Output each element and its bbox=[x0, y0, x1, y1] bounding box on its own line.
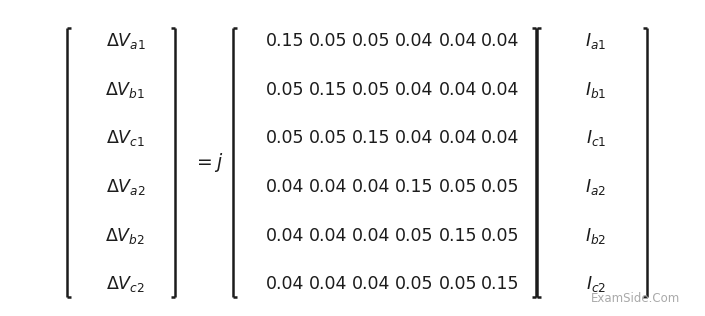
Text: 0.04: 0.04 bbox=[439, 130, 477, 147]
Text: $\Delta V_{c2}$: $\Delta V_{c2}$ bbox=[106, 274, 145, 295]
Text: 0.05: 0.05 bbox=[266, 81, 305, 99]
Text: 0.15: 0.15 bbox=[439, 227, 477, 245]
Text: 0.05: 0.05 bbox=[352, 32, 391, 50]
Text: $I_{b2}$: $I_{b2}$ bbox=[585, 226, 606, 246]
Text: 0.04: 0.04 bbox=[309, 227, 347, 245]
Text: $= j$: $= j$ bbox=[193, 151, 223, 174]
Text: $I_{a1}$: $I_{a1}$ bbox=[585, 31, 606, 51]
Text: 0.04: 0.04 bbox=[266, 276, 305, 293]
Text: 0.05: 0.05 bbox=[352, 81, 391, 99]
Text: 0.15: 0.15 bbox=[266, 32, 305, 50]
Text: $I_{b1}$: $I_{b1}$ bbox=[585, 80, 606, 100]
Text: $I_{a2}$: $I_{a2}$ bbox=[585, 177, 606, 197]
Text: 0.15: 0.15 bbox=[396, 178, 434, 196]
Text: 0.05: 0.05 bbox=[309, 32, 347, 50]
Text: $\Delta V_{b2}$: $\Delta V_{b2}$ bbox=[106, 226, 145, 246]
Text: 0.04: 0.04 bbox=[482, 130, 520, 147]
Text: 0.05: 0.05 bbox=[309, 130, 347, 147]
Text: 0.05: 0.05 bbox=[396, 276, 434, 293]
Text: 0.04: 0.04 bbox=[396, 32, 434, 50]
Text: 0.04: 0.04 bbox=[266, 178, 305, 196]
Text: 0.15: 0.15 bbox=[309, 81, 347, 99]
Text: 0.04: 0.04 bbox=[309, 276, 347, 293]
Text: 0.04: 0.04 bbox=[352, 276, 391, 293]
Text: 0.04: 0.04 bbox=[309, 178, 347, 196]
Text: $\Delta V_{b1}$: $\Delta V_{b1}$ bbox=[106, 80, 145, 100]
Text: 0.04: 0.04 bbox=[396, 81, 434, 99]
Text: 0.04: 0.04 bbox=[482, 32, 520, 50]
Text: $\Delta V_{a2}$: $\Delta V_{a2}$ bbox=[106, 177, 145, 197]
Text: ExamSide.Com: ExamSide.Com bbox=[591, 292, 680, 305]
Text: 0.05: 0.05 bbox=[439, 276, 477, 293]
Text: 0.04: 0.04 bbox=[266, 227, 305, 245]
Text: $I_{c2}$: $I_{c2}$ bbox=[586, 274, 606, 295]
Text: 0.15: 0.15 bbox=[352, 130, 391, 147]
Text: 0.05: 0.05 bbox=[482, 227, 520, 245]
Text: 0.04: 0.04 bbox=[439, 81, 477, 99]
Text: 0.04: 0.04 bbox=[352, 178, 391, 196]
Text: $\Delta V_{c1}$: $\Delta V_{c1}$ bbox=[106, 128, 145, 149]
Text: 0.04: 0.04 bbox=[439, 32, 477, 50]
Text: $I_{c1}$: $I_{c1}$ bbox=[586, 128, 606, 149]
Text: 0.15: 0.15 bbox=[482, 276, 520, 293]
Text: $\Delta V_{a1}$: $\Delta V_{a1}$ bbox=[106, 31, 145, 51]
Text: 0.05: 0.05 bbox=[396, 227, 434, 245]
Text: 0.05: 0.05 bbox=[439, 178, 477, 196]
Text: 0.05: 0.05 bbox=[482, 178, 520, 196]
Text: 0.04: 0.04 bbox=[482, 81, 520, 99]
Text: 0.04: 0.04 bbox=[352, 227, 391, 245]
Text: 0.04: 0.04 bbox=[396, 130, 434, 147]
Text: 0.05: 0.05 bbox=[266, 130, 305, 147]
